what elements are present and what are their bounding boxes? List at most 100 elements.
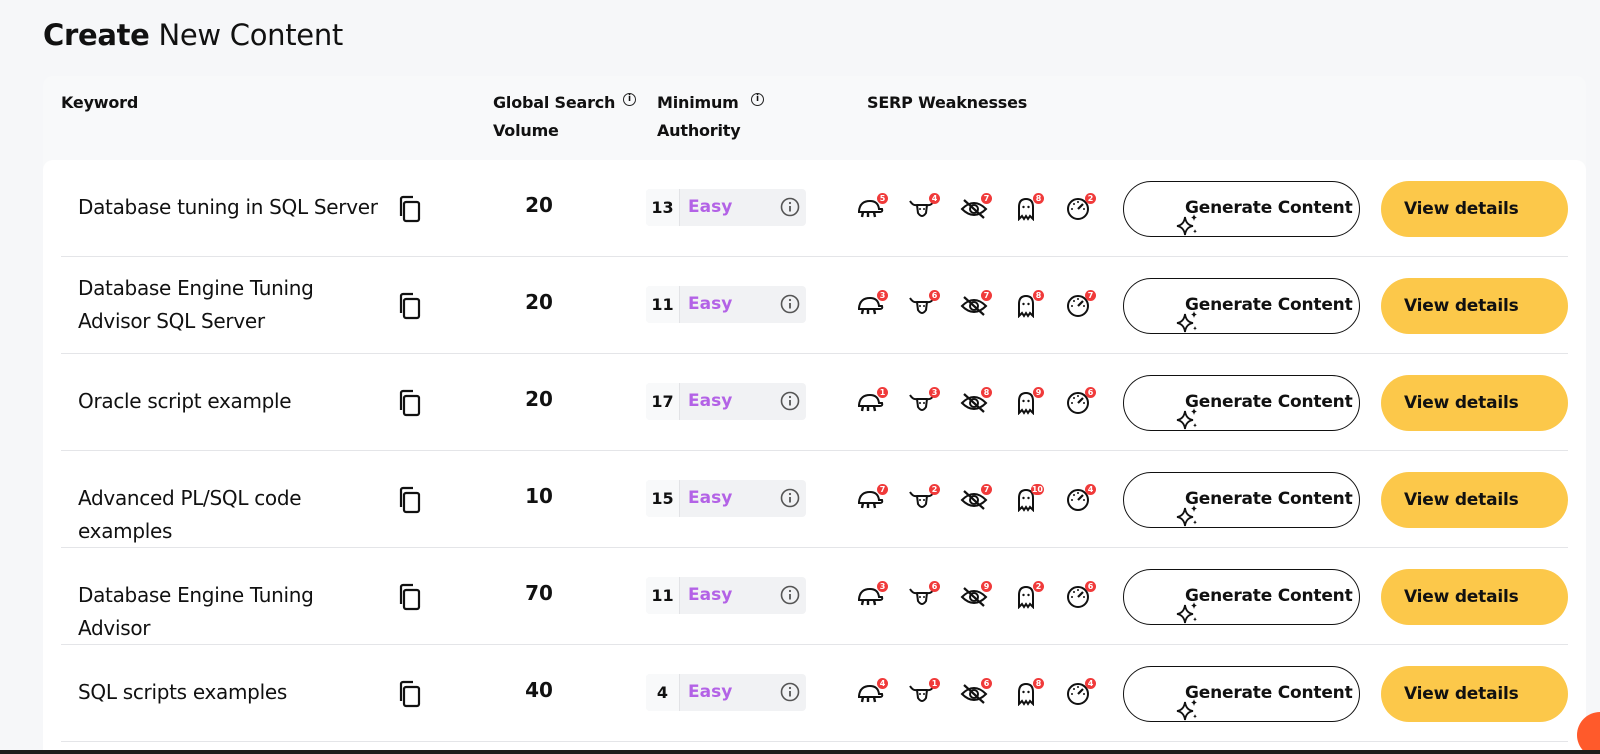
- speedometer-icon[interactable]: 4: [1064, 484, 1096, 516]
- keyword-text: Database Engine Tuning Advisor: [78, 583, 314, 640]
- weakness-count-badge: 8: [1033, 678, 1044, 689]
- copy-icon[interactable]: [397, 583, 423, 611]
- page-title-rest: New Content: [158, 18, 343, 52]
- bull-icon[interactable]: 3: [908, 387, 940, 419]
- search-volume: 20: [525, 290, 553, 314]
- hidden-eye-icon[interactable]: 8: [960, 387, 992, 419]
- speedometer-icon[interactable]: 2: [1064, 193, 1096, 225]
- header-serp-weaknesses: SERP Weaknesses: [867, 93, 1028, 112]
- difficulty-level: Easy: [688, 197, 733, 217]
- header-authority-line2: Authority: [657, 121, 741, 140]
- slow-turtle-icon[interactable]: 4: [856, 678, 888, 710]
- table-row: SQL scripts examples 40 4 Easy 4 1 6 8 4 Generate…: [61, 645, 1568, 742]
- table-row: Database tuning in SQL Server 20 13 Easy 5 4 7…: [61, 160, 1568, 257]
- bull-icon[interactable]: 2: [908, 484, 940, 516]
- keyword-text: Oracle script example: [78, 389, 292, 413]
- difficulty-level: Easy: [688, 585, 733, 605]
- difficulty-level: Easy: [688, 391, 733, 411]
- speedometer-icon[interactable]: 6: [1064, 581, 1096, 613]
- ghost-icon[interactable]: 8: [1012, 290, 1044, 322]
- ghost-icon[interactable]: 9: [1012, 387, 1044, 419]
- bull-icon[interactable]: 4: [908, 193, 940, 225]
- page-title: Create New Content: [43, 18, 343, 52]
- authority-score: 13: [646, 189, 680, 226]
- chat-widget-button[interactable]: [1577, 712, 1600, 754]
- ghost-icon[interactable]: 10: [1012, 484, 1044, 516]
- hidden-eye-icon[interactable]: 7: [960, 193, 992, 225]
- generate-content-button[interactable]: Generate Content: [1123, 181, 1360, 237]
- hidden-eye-icon[interactable]: 9: [960, 581, 992, 613]
- generate-content-button[interactable]: Generate Content: [1123, 666, 1360, 722]
- authority-info-icon[interactable]: [780, 391, 800, 411]
- weakness-count-badge: 7: [981, 290, 992, 301]
- weakness-count-badge: 6: [981, 678, 992, 689]
- header-keyword: Keyword: [61, 93, 139, 112]
- speedometer-icon[interactable]: 6: [1064, 387, 1096, 419]
- authority-score: 4: [646, 674, 680, 711]
- authority-info-icon[interactable]: [780, 585, 800, 605]
- generate-content-button[interactable]: Generate Content: [1123, 569, 1360, 625]
- weakness-count-badge: 7: [981, 484, 992, 495]
- authority-badge: 15 Easy: [646, 480, 806, 517]
- keyword-text: Advanced PL/SQL code examples: [78, 486, 302, 543]
- weakness-count-badge: 7: [877, 484, 888, 495]
- generate-content-label: Generate Content: [1185, 586, 1353, 606]
- slow-turtle-icon[interactable]: 7: [856, 484, 888, 516]
- authority-score: 15: [646, 480, 680, 517]
- speedometer-icon[interactable]: 4: [1064, 678, 1096, 710]
- view-details-label: View details: [1404, 199, 1519, 219]
- hidden-eye-icon[interactable]: 7: [960, 290, 992, 322]
- slow-turtle-icon[interactable]: 1: [856, 387, 888, 419]
- slow-turtle-icon[interactable]: 3: [856, 290, 888, 322]
- keyword-text: Database Engine Tuning Advisor SQL Serve…: [78, 276, 314, 333]
- keyword-table: [43, 160, 1586, 754]
- weakness-count-badge: 4: [877, 678, 888, 689]
- view-details-button[interactable]: View details: [1381, 278, 1568, 334]
- authority-score: 11: [646, 286, 680, 323]
- difficulty-level: Easy: [688, 294, 733, 314]
- search-volume: 10: [525, 484, 553, 508]
- generate-content-button[interactable]: Generate Content: [1123, 472, 1360, 528]
- hidden-eye-icon[interactable]: 7: [960, 484, 992, 516]
- view-details-button[interactable]: View details: [1381, 181, 1568, 237]
- weakness-count-badge: 7: [981, 193, 992, 204]
- page-title-bold: Create: [43, 18, 150, 52]
- bull-icon[interactable]: 1: [908, 678, 940, 710]
- weakness-count-badge: 6: [929, 581, 940, 592]
- ghost-icon[interactable]: 8: [1012, 678, 1044, 710]
- authority-info-icon[interactable]: [780, 488, 800, 508]
- copy-icon[interactable]: [397, 292, 423, 320]
- speedometer-icon[interactable]: 7: [1064, 290, 1096, 322]
- view-details-button[interactable]: View details: [1381, 375, 1568, 431]
- view-details-button[interactable]: View details: [1381, 472, 1568, 528]
- copy-icon[interactable]: [397, 389, 423, 417]
- slow-turtle-icon[interactable]: 5: [856, 193, 888, 225]
- keyword-text: SQL scripts examples: [78, 680, 287, 704]
- hidden-eye-icon[interactable]: 6: [960, 678, 992, 710]
- generate-content-button[interactable]: Generate Content: [1123, 375, 1360, 431]
- weakness-count-badge: 9: [981, 581, 992, 592]
- view-details-label: View details: [1404, 296, 1519, 316]
- view-details-button[interactable]: View details: [1381, 569, 1568, 625]
- authority-info-icon[interactable]: [780, 294, 800, 314]
- view-details-button[interactable]: View details: [1381, 666, 1568, 722]
- volume-info-icon[interactable]: i: [623, 93, 636, 106]
- bull-icon[interactable]: 6: [908, 581, 940, 613]
- copy-icon[interactable]: [397, 486, 423, 514]
- difficulty-level: Easy: [688, 488, 733, 508]
- ghost-icon[interactable]: 8: [1012, 193, 1044, 225]
- header-volume-line1: Global Search: [493, 93, 616, 112]
- generate-content-button[interactable]: Generate Content: [1123, 278, 1360, 334]
- authority-info-icon[interactable]: [780, 197, 800, 217]
- authority-info-icon[interactable]: i: [751, 93, 764, 106]
- weakness-count-badge: 8: [1033, 193, 1044, 204]
- copy-icon[interactable]: [397, 680, 423, 708]
- slow-turtle-icon[interactable]: 3: [856, 581, 888, 613]
- difficulty-level: Easy: [688, 682, 733, 702]
- copy-icon[interactable]: [397, 195, 423, 223]
- ghost-icon[interactable]: 2: [1012, 581, 1044, 613]
- bull-icon[interactable]: 6: [908, 290, 940, 322]
- generate-content-label: Generate Content: [1185, 295, 1353, 315]
- table-row: Oracle script example 20 17 Easy 1 3 8 9 6 Genera…: [61, 354, 1568, 451]
- authority-info-icon[interactable]: [780, 682, 800, 702]
